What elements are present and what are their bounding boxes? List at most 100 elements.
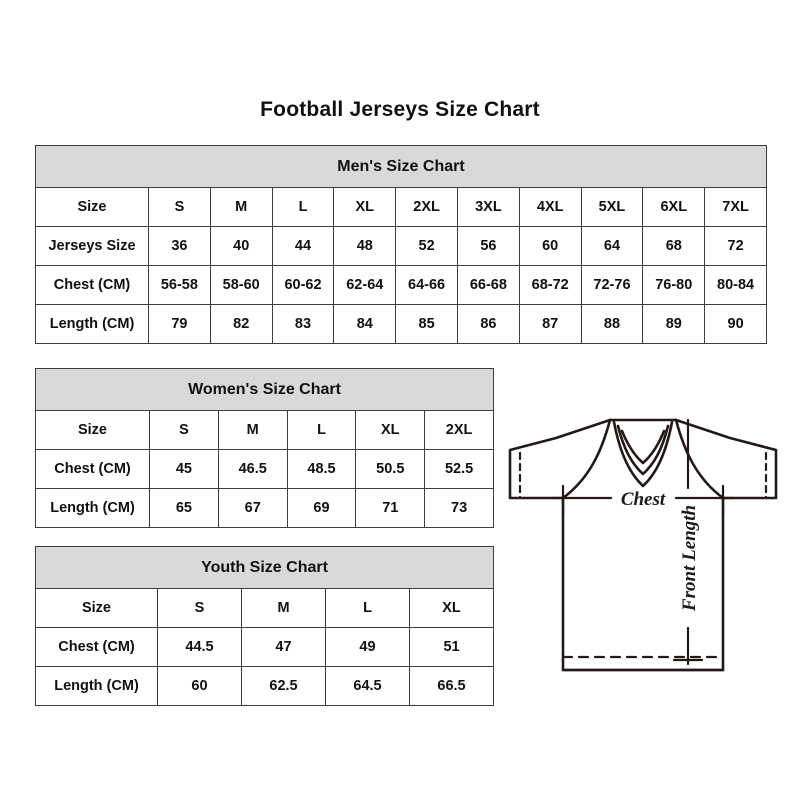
t-shirt-icon: Chest Front Length (508, 418, 778, 672)
cell: 58-60 (209, 265, 273, 305)
column-header-m: M (241, 588, 326, 628)
row-label: Chest (CM) (35, 265, 149, 305)
chest-label: Chest (621, 489, 666, 510)
cell: 46.5 (217, 449, 288, 489)
column-header-l: L (325, 588, 410, 628)
row-label: Chest (CM) (35, 627, 158, 667)
cell: 83 (271, 304, 335, 344)
column-header-7xl: 7XL (704, 187, 767, 227)
neckline-inner-curve (620, 429, 666, 465)
row-label: Jerseys Size (35, 226, 149, 266)
cell: 60-62 (271, 265, 335, 305)
cell: 48.5 (286, 449, 357, 489)
table-row: Jerseys Size 36 40 44 48 52 56 60 64 68 … (35, 226, 767, 266)
cell: 90 (704, 304, 767, 344)
cell: 36 (148, 226, 211, 266)
womens-size-chart-table: Women's Size Chart Size S M L XL 2XL Che… (34, 368, 495, 528)
row-label: Length (CM) (35, 666, 158, 706)
table-band-row: Youth Size Chart (34, 546, 495, 589)
table-row: Length (CM) 60 62.5 64.5 66.5 (35, 666, 495, 706)
cell: 86 (456, 304, 520, 344)
right-armhole-seam (674, 418, 725, 500)
cell: 66.5 (408, 666, 495, 706)
cell: 69 (286, 488, 357, 528)
cell: 52.5 (424, 449, 495, 489)
neckline-outer-curve (612, 420, 674, 488)
cell: 52 (395, 226, 458, 266)
cell: 88 (580, 304, 644, 344)
column-header-4xl: 4XL (518, 187, 582, 227)
column-header-3xl: 3XL (456, 187, 520, 227)
table-row: Chest (CM) 44.5 47 49 51 (35, 627, 495, 667)
cell: 82 (209, 304, 273, 344)
cell: 72-76 (580, 265, 644, 305)
column-header-s: S (157, 588, 242, 628)
right-sleeve-outline (674, 418, 778, 500)
column-header-2xl: 2XL (424, 410, 495, 450)
column-header-s: S (148, 187, 211, 227)
table-header-row: Size S M L XL 2XL (35, 410, 495, 450)
cell: 64.5 (325, 666, 410, 706)
column-header-xl: XL (408, 588, 495, 628)
column-header-m: M (217, 410, 288, 450)
cell: 87 (518, 304, 582, 344)
womens-chart-title: Women's Size Chart (34, 368, 495, 411)
youth-size-chart-table: Youth Size Chart Size S M L XL Chest (CM… (34, 546, 495, 706)
mens-chart-title: Men's Size Chart (35, 145, 767, 188)
cell: 47 (241, 627, 326, 667)
cell: 67 (217, 488, 288, 528)
table-row: Length (CM) 65 67 69 71 73 (35, 488, 495, 528)
cell: 85 (395, 304, 458, 344)
cell: 44.5 (157, 627, 242, 667)
page-title: Football Jerseys Size Chart (260, 98, 540, 121)
table-header-row: Size S M L XL (35, 588, 495, 628)
cell: 56-58 (148, 265, 211, 305)
cell: 73 (424, 488, 495, 528)
cell: 60 (518, 226, 582, 266)
cell: 76-80 (642, 265, 706, 305)
column-header-5xl: 5XL (580, 187, 644, 227)
cell: 84 (333, 304, 397, 344)
row-label: Length (CM) (35, 488, 150, 528)
table-row: Chest (CM) 45 46.5 48.5 50.5 52.5 (35, 449, 495, 489)
column-header-6xl: 6XL (642, 187, 706, 227)
cell: 62.5 (241, 666, 326, 706)
t-shirt-measurement-diagram: Chest Front Length (498, 398, 788, 698)
column-header-l: L (286, 410, 357, 450)
cell: 40 (209, 226, 273, 266)
cell: 60 (157, 666, 242, 706)
cell: 62-64 (333, 265, 397, 305)
column-header-2xl: 2XL (395, 187, 458, 227)
column-header-s: S (149, 410, 219, 450)
column-header-size: Size (35, 410, 150, 450)
row-label: Length (CM) (35, 304, 149, 344)
column-header-xl: XL (355, 410, 426, 450)
column-header-m: M (209, 187, 273, 227)
table-row: Length (CM) 79 82 83 84 85 86 87 88 89 9… (35, 304, 767, 344)
cell: 68-72 (518, 265, 582, 305)
left-sleeve-outline (508, 418, 612, 500)
cell: 79 (148, 304, 211, 344)
column-header-size: Size (35, 588, 158, 628)
column-header-xl: XL (333, 187, 397, 227)
table-header-row: Size S M L XL 2XL 3XL 4XL 5XL 6XL 7XL (35, 187, 767, 227)
table-band-row: Women's Size Chart (34, 368, 495, 411)
cell: 56 (456, 226, 520, 266)
cell: 50.5 (355, 449, 426, 489)
cell: 68 (642, 226, 706, 266)
table-row: Chest (CM) 56-58 58-60 60-62 62-64 64-66… (35, 265, 767, 305)
cell: 64-66 (395, 265, 458, 305)
cell: 64 (580, 226, 644, 266)
youth-chart-title: Youth Size Chart (34, 546, 495, 589)
front-length-label: Front Length (679, 505, 700, 612)
cell: 80-84 (704, 265, 767, 305)
cell: 44 (271, 226, 335, 266)
column-header-l: L (271, 187, 335, 227)
neckline-middle-curve (616, 424, 670, 476)
cell: 72 (704, 226, 767, 266)
column-header-size: Size (35, 187, 149, 227)
cell: 65 (149, 488, 219, 528)
cell: 89 (642, 304, 706, 344)
cell: 71 (355, 488, 426, 528)
cell: 48 (333, 226, 397, 266)
